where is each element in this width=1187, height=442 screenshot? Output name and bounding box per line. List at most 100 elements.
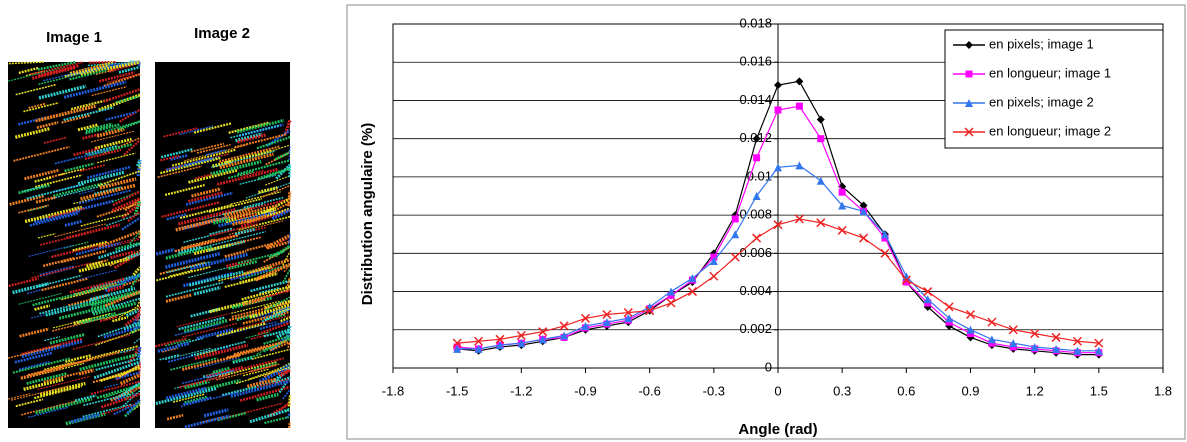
marker — [731, 215, 739, 223]
streak — [98, 71, 135, 83]
streak — [20, 366, 64, 380]
streak — [103, 88, 141, 103]
marker — [752, 192, 761, 200]
streak — [77, 123, 99, 132]
streak — [79, 352, 141, 371]
marker — [1030, 342, 1039, 351]
y-axis-title: Distribution angulaire (%) — [359, 123, 376, 306]
marker — [517, 339, 526, 348]
streak — [124, 252, 141, 261]
legend-box — [944, 29, 1164, 149]
streak — [28, 102, 47, 109]
streak — [32, 288, 97, 307]
streak — [96, 127, 125, 138]
streak — [234, 228, 256, 236]
streak — [107, 238, 141, 248]
streak — [34, 304, 51, 311]
streak — [224, 249, 247, 258]
streak — [267, 402, 291, 418]
marker — [774, 163, 782, 172]
streak — [36, 121, 59, 130]
streak — [86, 165, 132, 179]
streak — [259, 286, 281, 294]
streak — [286, 412, 292, 419]
streak — [8, 277, 39, 288]
marker — [709, 271, 719, 281]
y-tick-label: 0.014 — [739, 92, 772, 107]
streak — [228, 170, 254, 179]
streak — [209, 300, 249, 314]
streak — [79, 164, 105, 173]
streak — [218, 212, 250, 223]
marker — [837, 225, 847, 235]
streak — [111, 197, 141, 212]
streak — [86, 260, 103, 268]
marker — [1008, 325, 1018, 335]
marker — [816, 115, 825, 124]
streak — [190, 142, 225, 153]
streak — [118, 120, 141, 131]
streak — [92, 301, 138, 316]
marker — [965, 99, 973, 107]
streak — [174, 234, 239, 253]
x-tick-label: 0.9 — [961, 383, 979, 398]
streak — [119, 108, 141, 123]
streak — [172, 393, 205, 403]
streak — [164, 251, 222, 269]
streak — [226, 344, 277, 359]
marker — [731, 230, 740, 239]
streak — [178, 245, 202, 255]
marker — [880, 230, 889, 239]
streak — [225, 207, 277, 224]
streak — [38, 104, 96, 122]
streak — [99, 315, 119, 323]
streak — [31, 262, 91, 279]
marker — [688, 274, 697, 283]
streak — [78, 269, 118, 281]
streak — [194, 173, 214, 180]
marker — [752, 233, 762, 243]
streak — [51, 242, 105, 259]
streak — [257, 263, 291, 279]
y-tick-label: 0.002 — [739, 321, 772, 336]
streak — [29, 212, 79, 227]
x-tick-label: -1.5 — [446, 383, 468, 398]
streak — [133, 318, 141, 333]
streak — [212, 159, 232, 168]
streak — [161, 201, 221, 218]
marker — [559, 321, 569, 331]
streak — [125, 308, 141, 318]
streak — [23, 101, 59, 113]
streak — [89, 286, 136, 302]
streak — [138, 233, 141, 239]
streak — [216, 363, 281, 381]
streak — [187, 381, 210, 389]
streak — [218, 210, 276, 228]
legend-label: en pixels; image 2 — [989, 94, 1094, 109]
streak — [182, 369, 236, 385]
streak — [64, 64, 110, 78]
legend-label: en pixels; image 1 — [989, 36, 1094, 51]
streak — [21, 400, 77, 416]
streak — [182, 322, 237, 338]
streak — [84, 148, 122, 160]
streak — [91, 130, 135, 143]
marker — [966, 325, 975, 334]
streak — [98, 242, 141, 260]
marker — [623, 308, 633, 318]
streak — [37, 232, 56, 239]
x-tick-label: 1.5 — [1090, 383, 1108, 398]
marker — [880, 248, 890, 258]
streak — [228, 265, 279, 280]
streak — [185, 191, 234, 206]
streak — [74, 394, 97, 402]
marker — [752, 134, 761, 143]
marker — [474, 344, 483, 353]
streak — [265, 233, 291, 250]
streak — [43, 136, 67, 144]
streak — [218, 145, 281, 163]
marker — [624, 314, 633, 323]
streak — [90, 380, 141, 395]
streak — [205, 148, 227, 156]
